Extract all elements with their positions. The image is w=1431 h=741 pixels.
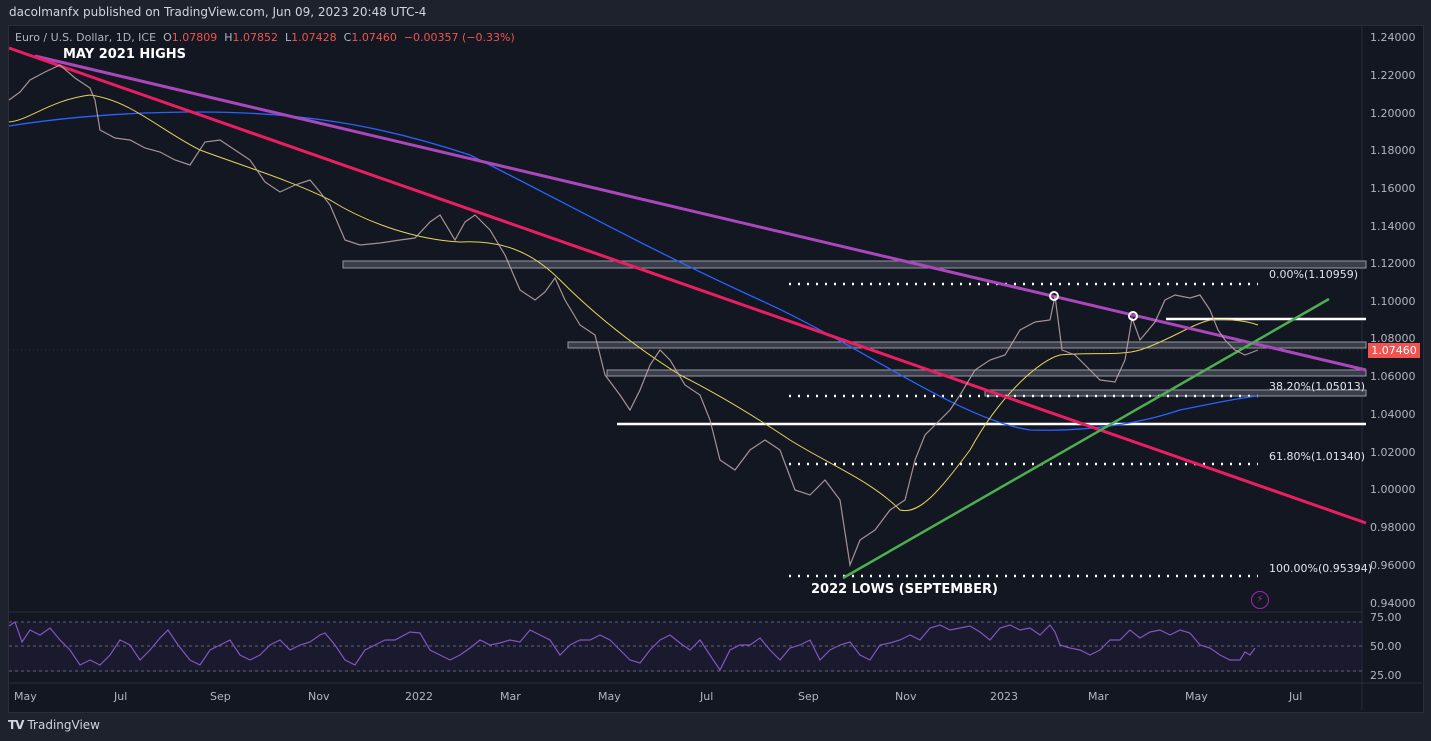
- chart-frame[interactable]: [8, 25, 1424, 713]
- brand-name: TradingView: [27, 718, 100, 732]
- annotation-2022-lows: 2022 LOWS (SEPTEMBER): [811, 582, 998, 597]
- open-value: 1.07809: [171, 31, 218, 44]
- sma-50-line: [8, 94, 1259, 512]
- fib-label-382: 38.20%(1.05013): [1269, 380, 1366, 393]
- ohlc-legend: Euro / U.S. Dollar, 1D, ICE O1.07809 H1.…: [15, 31, 515, 44]
- purple-trendline: [34, 54, 1367, 372]
- tradingview-branding[interactable]: TV TradingView: [8, 718, 100, 732]
- fib-label-100: 100.00%(0.95394): [1269, 562, 1373, 575]
- publish-info: dacolmanfx published on TradingView.com,…: [9, 5, 427, 19]
- tradingview-logo-icon: TV: [8, 718, 25, 732]
- close-value: 1.07460: [351, 31, 397, 44]
- fib-label-618: 61.80%(1.01340): [1269, 450, 1366, 463]
- sma-200-line: [8, 111, 1259, 431]
- high-value: 1.07852: [232, 31, 279, 44]
- rsi-line: [8, 621, 1256, 672]
- swing-high-marker: [1049, 291, 1059, 301]
- green-trendline: [842, 297, 1330, 580]
- pink-trendline: [8, 46, 1367, 525]
- candlesticks: [8, 64, 1259, 568]
- symbol-label: Euro / U.S. Dollar, 1D, ICE: [15, 31, 157, 44]
- annotation-may-2021-highs: MAY 2021 HIGHS: [63, 47, 187, 62]
- current-price-tag: 1.07460: [1368, 343, 1420, 358]
- support-resistance-zones: [342, 260, 1367, 426]
- swing-high-marker: [1128, 311, 1138, 321]
- change-value: −0.00357 (−0.33%): [403, 31, 515, 44]
- fib-label-0: 0.00%(1.10959): [1269, 268, 1359, 281]
- low-value: 1.07428: [291, 31, 337, 44]
- lightning-icon[interactable]: ⚡: [1251, 591, 1269, 609]
- fibonacci-lines: [789, 282, 1258, 578]
